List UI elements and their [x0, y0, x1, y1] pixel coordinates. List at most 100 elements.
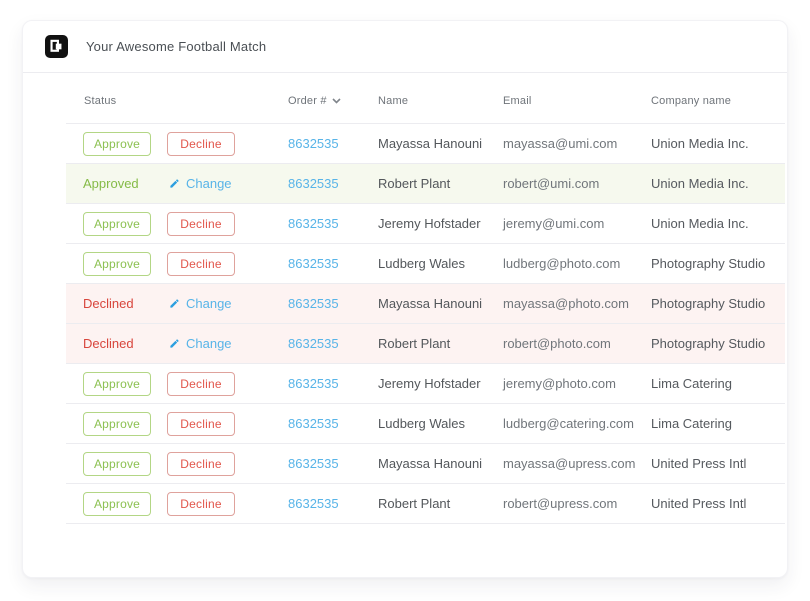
approve-button[interactable]: Approve: [83, 251, 151, 276]
decline-button[interactable]: Decline: [167, 491, 235, 516]
email-cell: robert@photo.com: [503, 336, 611, 351]
status-cell: Approve Decline: [66, 251, 288, 276]
table-header-row: Status Order # Name Email Company name: [66, 73, 785, 124]
order-link[interactable]: 8632535: [288, 176, 339, 191]
email-cell: jeremy@photo.com: [503, 376, 616, 391]
email-cell: mayassa@photo.com: [503, 296, 629, 311]
column-header-order-label: Order #: [288, 95, 327, 107]
email-cell: robert@upress.com: [503, 496, 618, 511]
orders-table: Status Order # Name Email Company name A…: [23, 73, 787, 524]
order-link[interactable]: 8632535: [288, 456, 339, 471]
change-link[interactable]: Change: [169, 336, 232, 351]
status-cell: Approve Decline: [66, 371, 288, 396]
order-cell: 8632535: [288, 456, 378, 471]
approve-button[interactable]: Approve: [83, 211, 151, 236]
company-cell: Photography Studio: [651, 256, 766, 271]
name-cell: Jeremy Hofstader: [378, 216, 481, 231]
approve-button[interactable]: Approve: [83, 411, 151, 436]
change-link[interactable]: Change: [169, 176, 232, 191]
order-link[interactable]: 8632535: [288, 296, 339, 311]
decline-button[interactable]: Decline: [167, 251, 235, 276]
company-cell: Union Media Inc.: [651, 176, 749, 191]
approve-button[interactable]: Approve: [83, 371, 151, 396]
decline-button[interactable]: Decline: [167, 411, 235, 436]
company-cell: Lima Catering: [651, 376, 732, 391]
email-cell: ludberg@catering.com: [503, 416, 634, 431]
status-cell: Approve Decline: [66, 451, 288, 476]
name-cell: Jeremy Hofstader: [378, 376, 481, 391]
order-cell: 8632535: [288, 136, 378, 151]
status-cell: Approve Decline: [66, 411, 288, 436]
table-row: Declined Change 8632535 Robert Plant rob…: [66, 324, 785, 364]
pencil-icon: [170, 179, 179, 188]
table-body: Approve Decline 8632535 Mayassa Hanouni …: [66, 124, 785, 524]
status-label: Declined: [83, 296, 134, 311]
column-header-name: Name: [378, 95, 503, 107]
company-cell: United Press Intl: [651, 456, 747, 471]
decline-button[interactable]: Decline: [167, 451, 235, 476]
email-cell: mayassa@upress.com: [503, 456, 636, 471]
column-header-email: Email: [503, 95, 651, 107]
order-link[interactable]: 8632535: [288, 336, 339, 351]
decline-button[interactable]: Decline: [167, 371, 235, 396]
company-cell: United Press Intl: [651, 496, 747, 511]
order-cell: 8632535: [288, 216, 378, 231]
card-header: Your Awesome Football Match: [23, 21, 787, 73]
email-cell: jeremy@umi.com: [503, 216, 605, 231]
order-cell: 8632535: [288, 256, 378, 271]
order-link[interactable]: 8632535: [288, 416, 339, 431]
table-row: Approve Decline 8632535 Ludberg Wales lu…: [66, 404, 785, 444]
column-header-status-label: Status: [84, 95, 117, 107]
status-label: Declined: [83, 336, 134, 351]
name-cell: Mayassa Hanouni: [378, 136, 483, 151]
order-cell: 8632535: [288, 496, 378, 511]
table-row: Approve Decline 8632535 Mayassa Hanouni …: [66, 444, 785, 484]
table-row: Approve Decline 8632535 Robert Plant rob…: [66, 484, 785, 524]
order-link[interactable]: 8632535: [288, 376, 339, 391]
company-cell: Lima Catering: [651, 416, 732, 431]
approve-button[interactable]: Approve: [83, 451, 151, 476]
column-header-name-label: Name: [378, 95, 409, 107]
change-link[interactable]: Change: [169, 296, 232, 311]
order-link[interactable]: 8632535: [288, 496, 339, 511]
status-label: Approved: [83, 176, 139, 191]
order-cell: 8632535: [288, 376, 378, 391]
column-header-company: Company name: [651, 95, 785, 107]
order-link[interactable]: 8632535: [288, 216, 339, 231]
status-cell: Approve Decline: [66, 211, 288, 236]
order-review-card: Your Awesome Football Match Status Order…: [22, 20, 788, 578]
column-header-email-label: Email: [503, 95, 532, 107]
order-cell: 8632535: [288, 296, 378, 311]
table-row: Approve Decline 8632535 Mayassa Hanouni …: [66, 124, 785, 164]
order-link[interactable]: 8632535: [288, 256, 339, 271]
app-logo-icon: [45, 35, 68, 58]
company-cell: Photography Studio: [651, 336, 766, 351]
email-cell: mayassa@umi.com: [503, 136, 618, 151]
chevron-down-icon: [332, 98, 341, 104]
status-cell: Declined Change: [66, 336, 288, 351]
order-cell: 8632535: [288, 416, 378, 431]
column-header-order[interactable]: Order #: [288, 95, 378, 107]
decline-button[interactable]: Decline: [167, 211, 235, 236]
email-cell: robert@umi.com: [503, 176, 600, 191]
company-cell: Photography Studio: [651, 296, 766, 311]
status-cell: Approve Decline: [66, 131, 288, 156]
approve-button[interactable]: Approve: [83, 491, 151, 516]
table-row: Approve Decline 8632535 Ludberg Wales lu…: [66, 244, 785, 284]
approve-button[interactable]: Approve: [83, 131, 151, 156]
name-cell: Mayassa Hanouni: [378, 456, 483, 471]
table-row: Approve Decline 8632535 Jeremy Hofstader…: [66, 364, 785, 404]
name-cell: Robert Plant: [378, 336, 451, 351]
column-header-status: Status: [66, 95, 288, 107]
name-cell: Ludberg Wales: [378, 416, 465, 431]
status-cell: Approved Change: [66, 176, 288, 191]
change-label: Change: [186, 336, 232, 351]
table-row: Approve Decline 8632535 Jeremy Hofstader…: [66, 204, 785, 244]
table-row: Declined Change 8632535 Mayassa Hanouni …: [66, 284, 785, 324]
status-cell: Declined Change: [66, 296, 288, 311]
order-link[interactable]: 8632535: [288, 136, 339, 151]
page-title: Your Awesome Football Match: [86, 39, 267, 54]
column-header-company-label: Company name: [651, 95, 732, 107]
status-cell: Approve Decline: [66, 491, 288, 516]
decline-button[interactable]: Decline: [167, 131, 235, 156]
